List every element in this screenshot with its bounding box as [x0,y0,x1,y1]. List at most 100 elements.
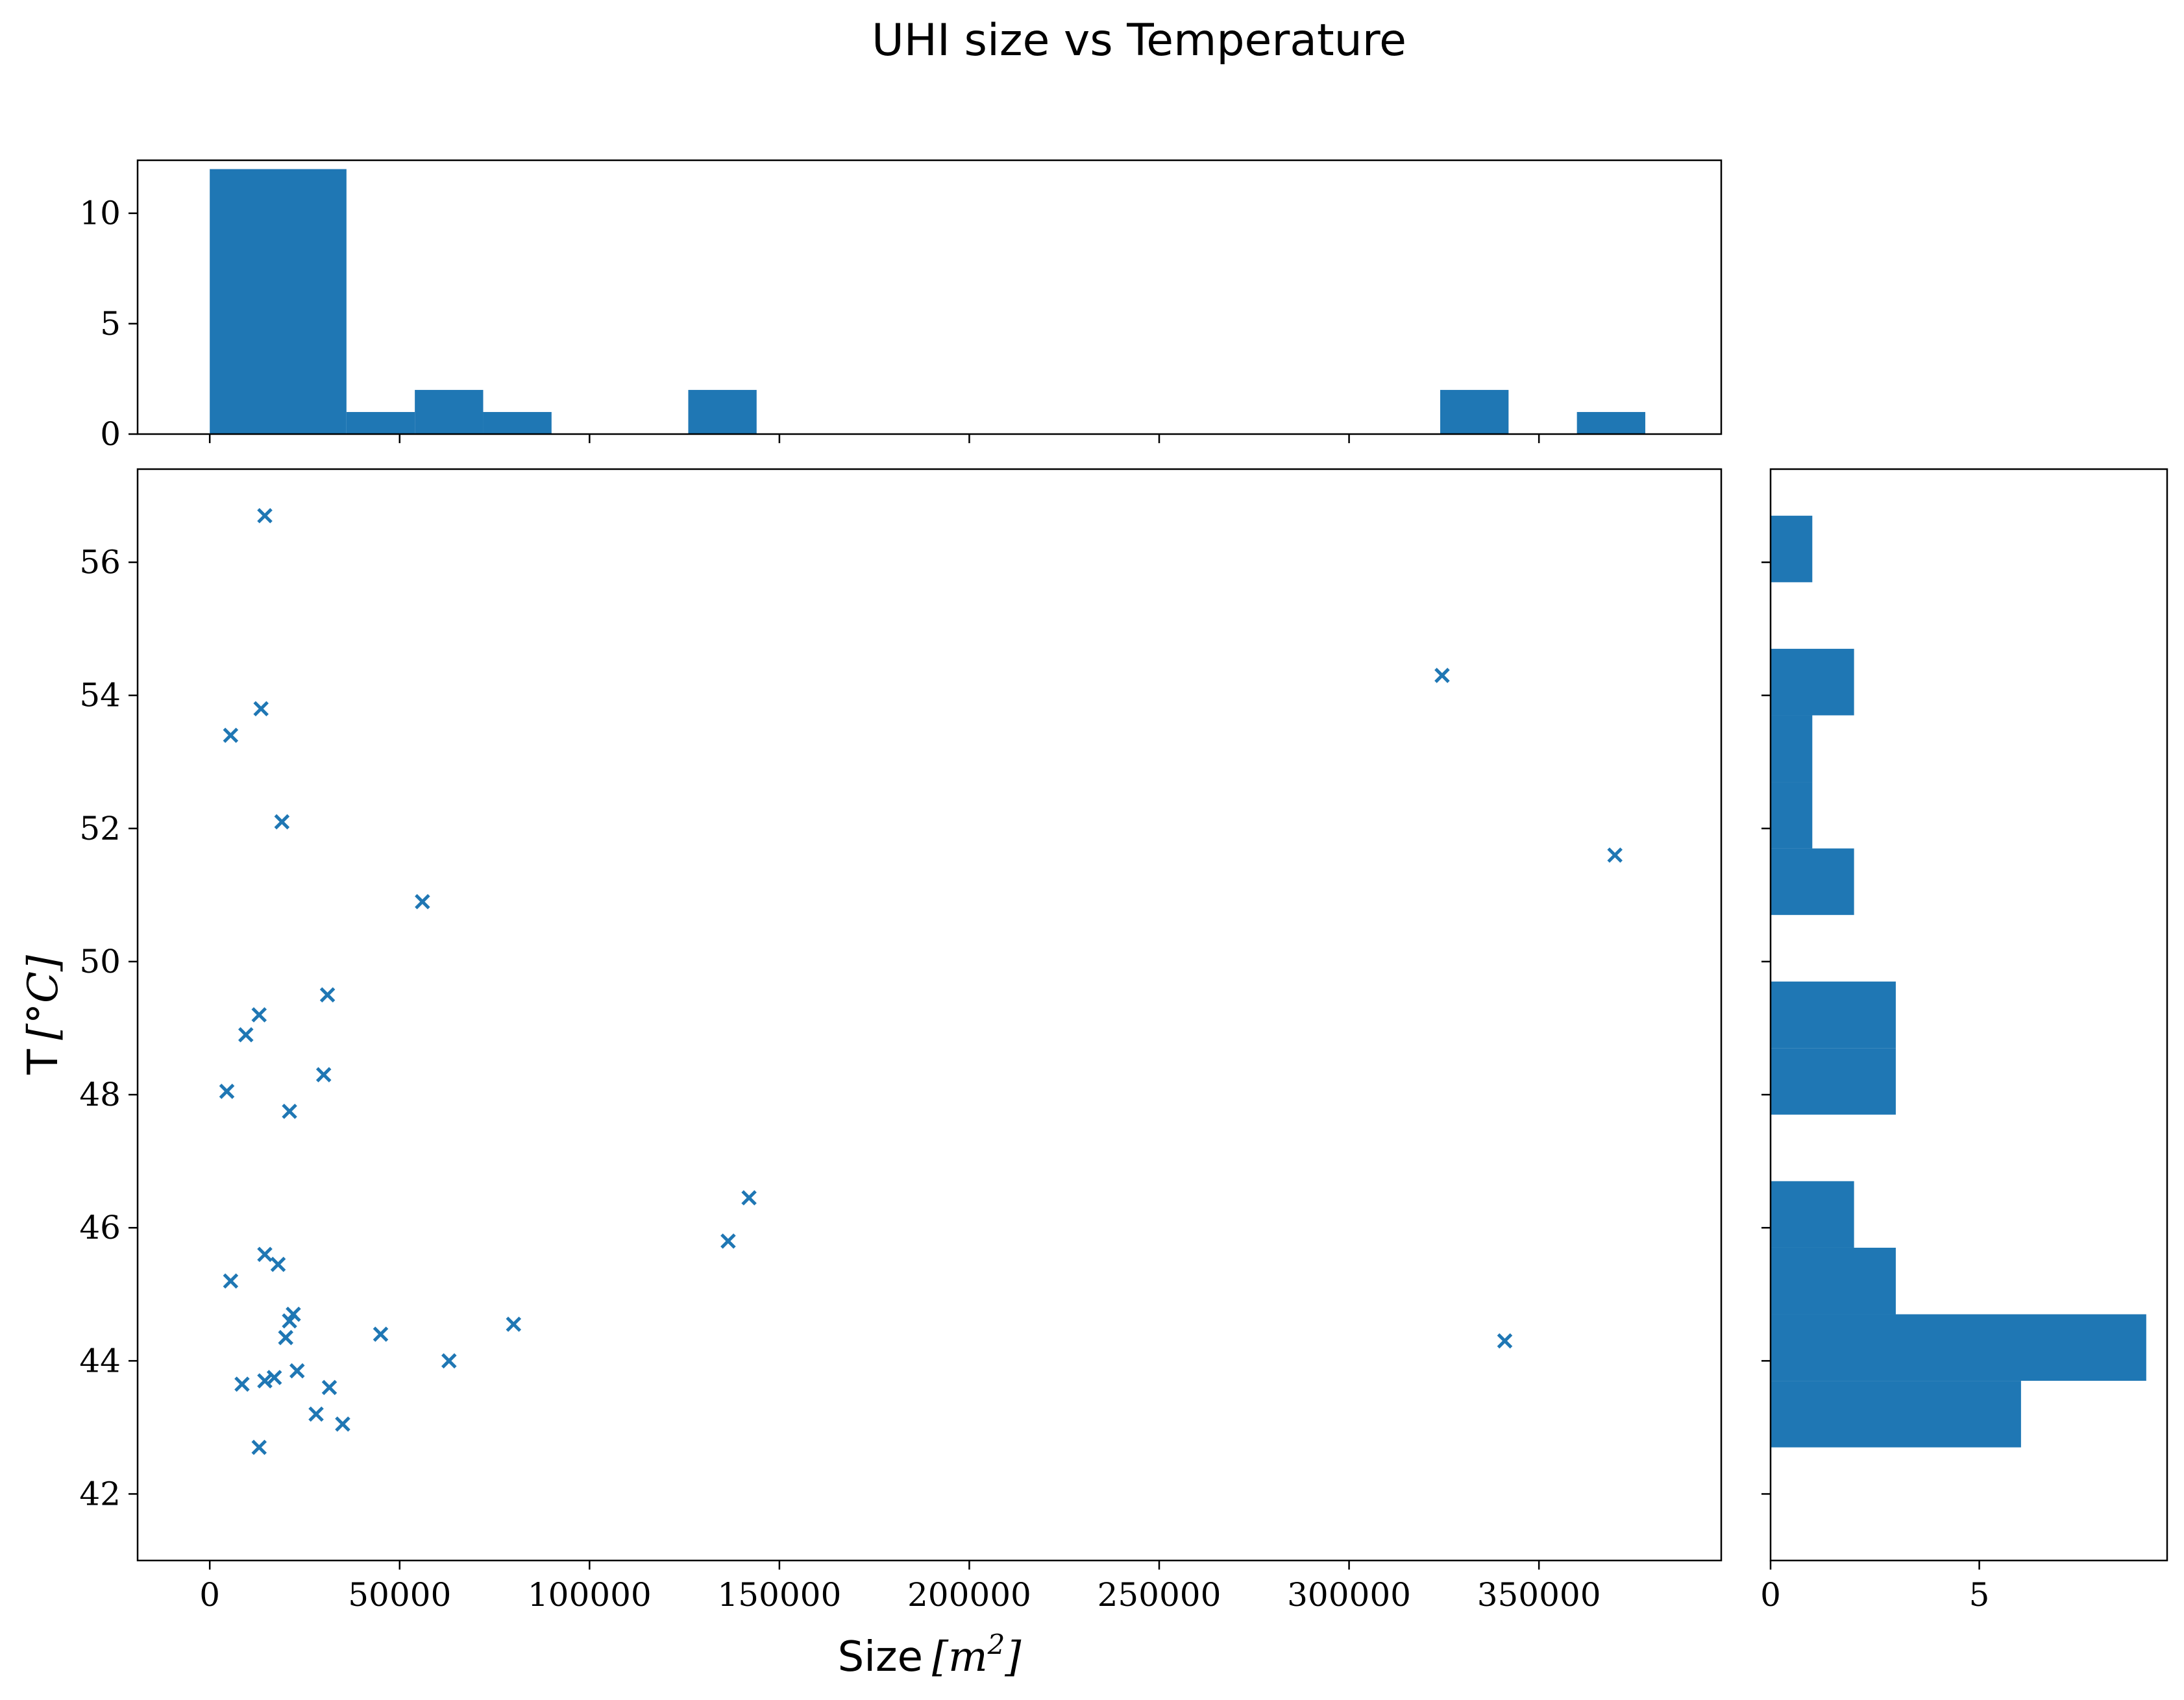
scatter-point-stroke [1497,1333,1513,1349]
x-tick-label: 100000 [528,1576,652,1614]
scatter-point [321,1379,337,1396]
scatter-point-stroke [257,1373,273,1389]
y-hist-bar [1771,648,1854,716]
y-tick-label: 52 [79,810,121,847]
scatter-point [506,1317,522,1332]
scatter-point-stroke [257,508,273,524]
y-axis-label-text: T [19,1049,67,1075]
y-axis-unit-open: [ [19,1023,67,1040]
scatter-point [219,1084,235,1099]
scatter-frame [136,468,1723,1562]
scatter-point-stroke [319,987,336,1002]
x-hist-bar [1440,389,1509,434]
y-hist-xtick-label: 0 [1760,1576,1781,1614]
y-hist-bar [1771,848,1854,916]
scatter-point-stroke [321,1379,337,1396]
y-hist-bar [1771,1247,1896,1315]
scatter-point-stroke [238,1027,254,1043]
scatter-point [720,1233,736,1249]
scatter-point [1497,1333,1513,1349]
scatter-point-stroke [282,1313,297,1329]
scatter-point [257,1246,273,1262]
y-hist-bar [1771,981,1896,1049]
x-tick-label: 200000 [907,1576,1031,1614]
y-tick-label: 46 [79,1209,121,1246]
scatter-point [335,1416,350,1432]
x-tick-label: 50000 [348,1576,451,1614]
y-tick-label: 48 [79,1076,121,1113]
y-hist-bar [1771,1314,2146,1381]
scatter-point-stroke [741,1190,757,1206]
x-hist-ytick-label: 5 [100,305,121,343]
x-hist-bar [1577,411,1645,434]
x-hist-ytick-label: 10 [79,195,121,232]
right-histogram-frame [1769,468,2168,1562]
y-hist-bar [1771,515,1813,583]
x-tick-label: 0 [199,1576,220,1614]
scatter-point [251,1439,267,1455]
x-hist-bar [688,389,757,434]
scatter-point-stroke [415,893,430,910]
x-axis-unit-exponent: 2 [987,1629,1005,1660]
x-axis-unit-close: ] [1004,1633,1022,1681]
x-axis-unit: m [948,1633,988,1681]
y-tick-label: 56 [79,544,121,581]
scatter-point [270,1256,286,1272]
scatter-point [308,1406,324,1422]
y-tick-label: 50 [79,943,121,980]
scatter-point-stroke [223,727,239,744]
scatter-point [415,893,430,910]
scatter-point [274,814,290,830]
scatter-point-stroke [441,1353,457,1369]
scatter-point-stroke [289,1363,305,1379]
x-tick-label: 150000 [717,1576,841,1614]
y-hist-bar [1771,782,1813,849]
y-tick-label: 54 [79,677,121,714]
scatter-point [373,1326,389,1342]
x-hist-bar [346,411,415,434]
x-tick-label: 350000 [1477,1576,1601,1614]
scatter-point-stroke [1434,668,1450,683]
scatter-point [282,1103,297,1119]
scatter-point-stroke [282,1103,297,1119]
y-tick-label: 42 [79,1475,121,1512]
scatter-point [253,701,269,716]
scatter-point-stroke [234,1376,250,1392]
x-tick-label: 250000 [1098,1576,1221,1614]
x-axis-label: Size [m2] [838,1629,1022,1681]
scatter-point [1607,847,1623,863]
y-axis-unit: °C [19,971,67,1024]
scatter-point [266,1370,282,1385]
scatter-point-stroke [506,1317,522,1332]
x-hist-ytick-label: 0 [100,415,121,453]
y-hist-bar [1771,1048,1896,1115]
scatter-point-stroke [373,1326,389,1342]
y-axis-label: T [°C] [19,954,67,1075]
scatter-point-stroke [253,701,269,716]
scatter-point-stroke [257,1246,273,1262]
scatter-point [741,1190,757,1206]
scatter-point-stroke [274,814,290,830]
scatter-point-stroke [315,1067,332,1083]
y-tick-label: 44 [79,1342,121,1379]
scatter-point [441,1353,457,1369]
scatter-point [289,1363,305,1379]
scatter-point [282,1313,297,1329]
scatter-plot: 0 50000 100000 150000 200000 250000 300000 3500… [79,468,1723,1614]
scatter-point-stroke [266,1370,282,1385]
scatter-point [278,1330,293,1346]
y-hist-bar [1771,1381,2021,1448]
x-hist-bar [483,411,552,434]
x-axis-label-text: Size [838,1633,923,1681]
scatter-point-stroke [1607,847,1623,863]
scatter-point [223,1273,239,1289]
x-hist-bar [210,169,347,434]
scatter-point-stroke [219,1084,235,1099]
scatter-point-stroke [251,1439,267,1455]
scatter-point-stroke [251,1007,267,1023]
x-hist-bar [415,389,484,434]
top-histogram-frame [136,159,1723,435]
scatter-point [234,1376,250,1392]
